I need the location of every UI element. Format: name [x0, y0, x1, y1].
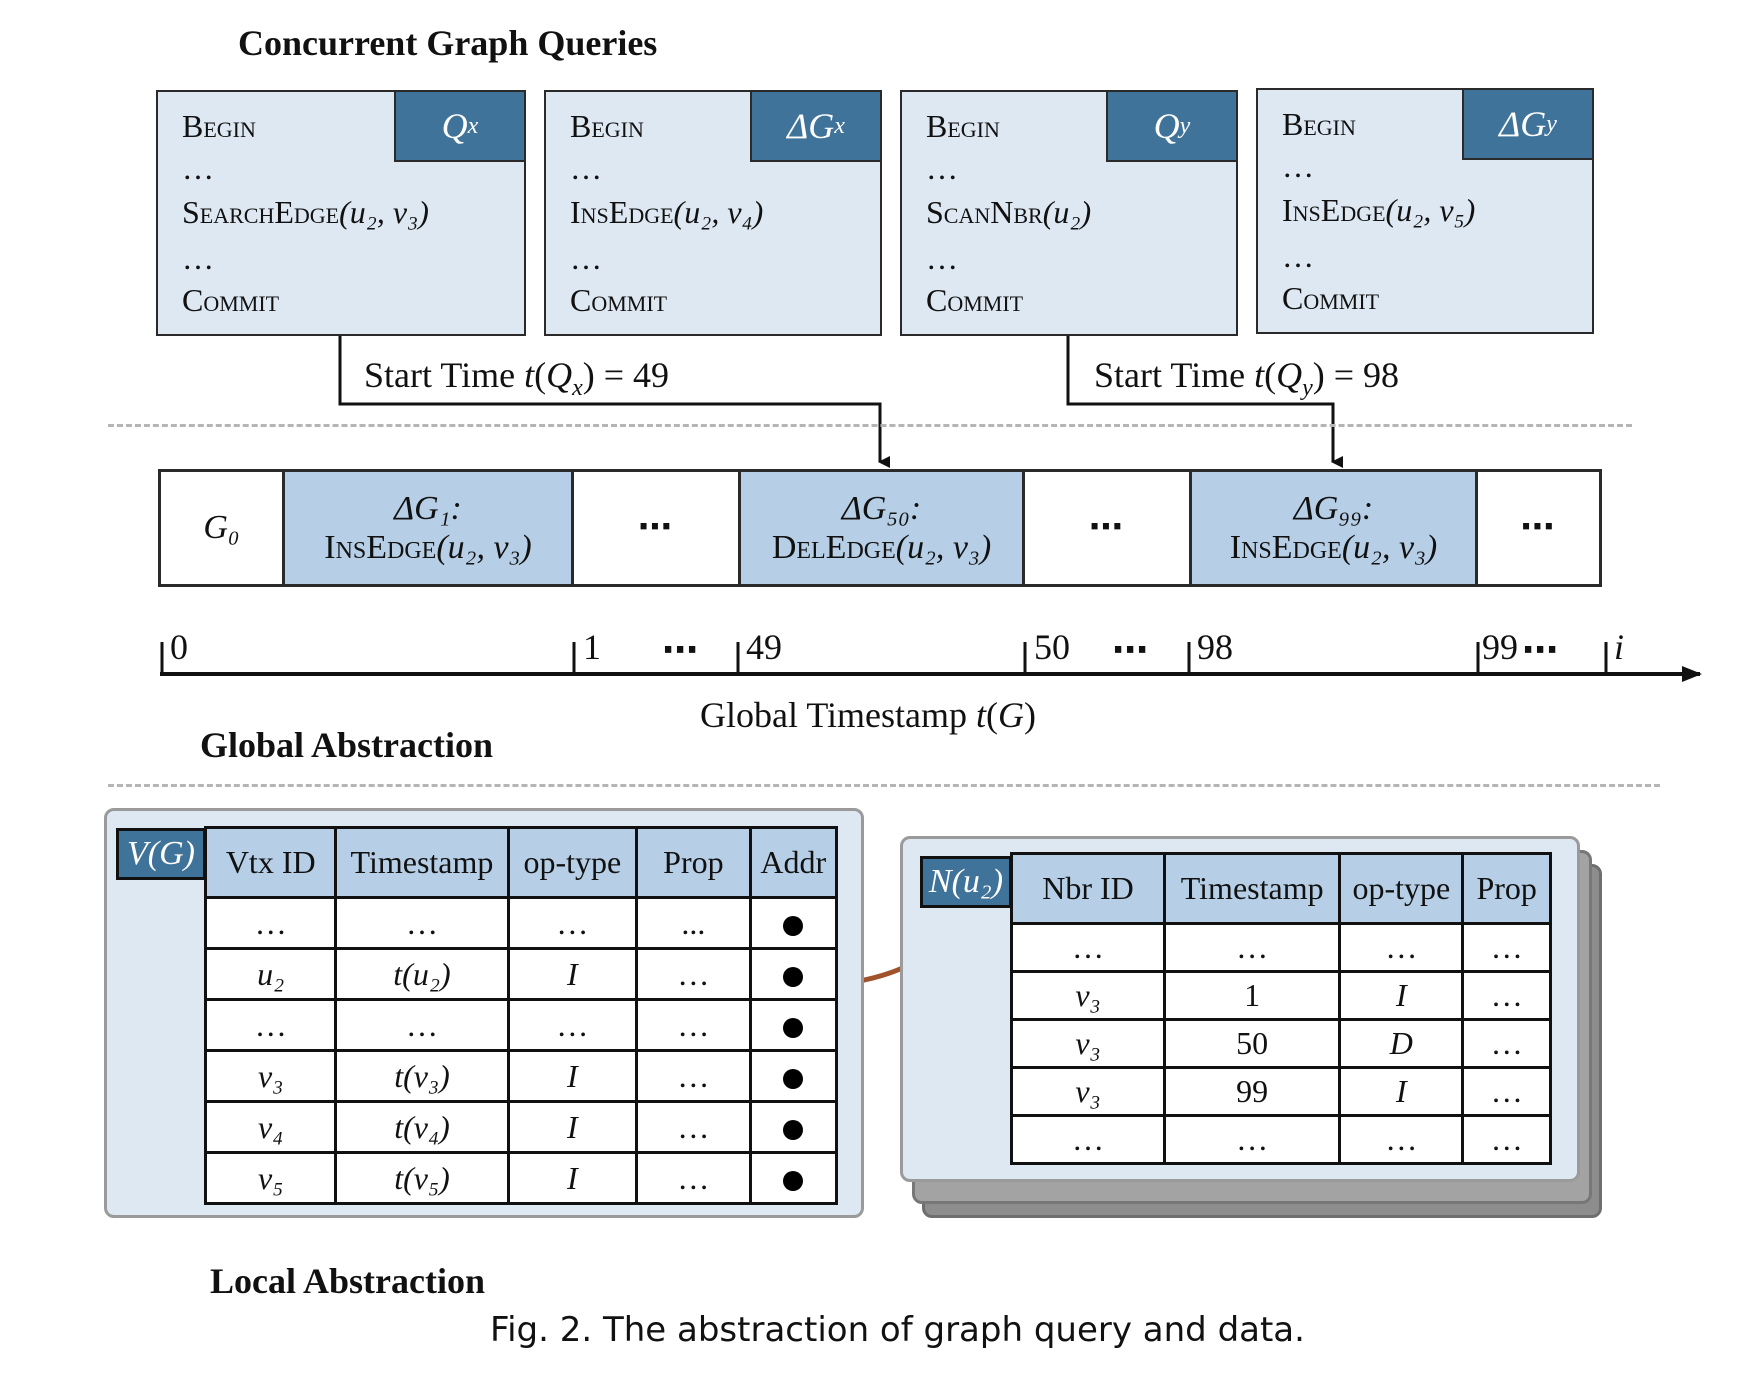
table-row: v₃ 50 D…: [1009, 1018, 1552, 1069]
ellipsis: …: [570, 240, 602, 276]
ellipsis: …: [926, 240, 958, 276]
column-header: Timestamp: [1163, 852, 1342, 925]
axis-tick-label: 0: [170, 627, 188, 667]
column-header: Addr: [748, 826, 839, 899]
timeline-cell-ellipsis: ⋯: [1478, 472, 1599, 584]
commit-label: Commit: [182, 282, 280, 318]
axis-ellipsis: ⋯: [662, 630, 700, 671]
query-box-delta-gy: ΔG y Begin … InsEdge(u₂, v₅) … Commit: [1256, 88, 1594, 334]
axis-tick-label: 50: [1034, 627, 1070, 667]
timeline-cell-delta-g99: ΔG₉₉: InsEdge(u₂, v₃): [1189, 472, 1478, 584]
vertex-table: Vtx ID Timestamp op-type Prop Addr ………..…: [203, 826, 839, 1205]
table-row: v₃ 1 I…: [1009, 970, 1552, 1021]
table-row: ………...: [203, 896, 839, 950]
table-row: …………: [1009, 922, 1552, 973]
commit-label: Commit: [570, 282, 668, 318]
table-row: v₃ t(v₃) I…: [203, 1049, 839, 1103]
section-divider: [108, 424, 1632, 427]
table-row: …………: [1009, 1114, 1552, 1165]
address-pointer-dot: [783, 1069, 804, 1090]
column-header: op-type: [1338, 852, 1465, 925]
local-abstraction-heading: Local Abstraction: [210, 1261, 485, 1301]
axis-label: Global Timestamp t(G): [700, 695, 1037, 735]
ellipsis: …: [1282, 148, 1314, 184]
query-box-delta-gx: ΔG x Begin … InsEdge(u₂, v₄) … Commit: [544, 90, 882, 336]
table-row: v₃ 99 I…: [1009, 1066, 1552, 1117]
figure-caption: Fig. 2. The abstraction of graph query a…: [490, 1310, 1305, 1350]
axis-ellipsis: ⋯: [1112, 630, 1150, 671]
section-divider: [108, 784, 1660, 787]
begin-label: Begin: [926, 108, 1000, 144]
timeline-cell-ellipsis: ⋯: [574, 472, 738, 584]
axis-tick-label: 1: [583, 627, 601, 667]
begin-label: Begin: [182, 108, 256, 144]
timeline-cell-delta-g1: ΔG₁: InsEdge(u₂, v₃): [282, 472, 574, 584]
address-pointer-dot: [783, 1018, 804, 1039]
column-header: Nbr ID: [1009, 852, 1167, 925]
table-row: v₄ t(v₄) I…: [203, 1100, 839, 1154]
begin-label: Begin: [570, 108, 644, 144]
timeline-cell-ellipsis: ⋯: [1025, 472, 1189, 584]
address-pointer-dot: [783, 916, 804, 937]
start-time-qx: Start Time t(Qx) = 49: [364, 355, 670, 402]
address-pointer-dot: [783, 967, 804, 988]
table-row: v₅ t(v₅) I…: [203, 1151, 839, 1205]
ellipsis: …: [1282, 238, 1314, 274]
axis-tick-label: 98: [1197, 627, 1233, 667]
ellipsis: …: [182, 240, 214, 276]
operation-line: InsEdge(u₂, v₅): [1282, 192, 1476, 228]
column-header: op-type: [506, 826, 639, 899]
commit-label: Commit: [1282, 280, 1380, 316]
query-tag-delta-gy: ΔG y: [1462, 88, 1594, 160]
table-row: …………: [203, 998, 839, 1052]
begin-label: Begin: [1282, 106, 1356, 142]
column-header: Prop: [635, 826, 752, 899]
ellipsis: …: [926, 150, 958, 186]
axis-tick-label: 99: [1482, 627, 1518, 667]
operation-line: InsEdge(u₂, v₄): [570, 194, 764, 230]
neighbor-table-tag: N(u₂): [920, 856, 1012, 908]
vertex-table-tag: V(G): [116, 828, 206, 880]
global-abstraction-heading: Global Abstraction: [200, 725, 494, 765]
start-time-qy: Start Time t(Qy) = 98: [1094, 355, 1400, 402]
concurrent-queries-heading: Concurrent Graph Queries: [238, 23, 658, 63]
ellipsis: …: [182, 150, 214, 186]
column-header: Vtx ID: [203, 826, 338, 899]
axis-tick-label: 49: [746, 627, 782, 667]
timeline-cell-g0: G₀: [161, 472, 282, 584]
axis-tick-label: i: [1614, 627, 1625, 667]
axis-ellipsis: ⋯: [1522, 630, 1560, 671]
ellipsis: …: [570, 150, 602, 186]
start-time-connector-qy: [1066, 336, 1343, 468]
address-pointer-dot: [783, 1171, 804, 1192]
table-row: u₂ t(u₂) I…: [203, 947, 839, 1001]
operation-line: ScanNbr(u₂): [926, 194, 1092, 230]
column-header: Prop: [1461, 852, 1552, 925]
address-pointer-dot: [783, 1120, 804, 1141]
query-tag-delta-gx: ΔG x: [750, 90, 882, 162]
operation-line: SearchEdge(u₂, v₃): [182, 194, 429, 230]
timeline-cell-delta-g50: ΔG₅₀: DelEdge(u₂, v₃): [738, 472, 1025, 584]
start-time-connector-qx: [338, 336, 890, 468]
commit-label: Commit: [926, 282, 1024, 318]
column-header: Timestamp: [334, 826, 510, 899]
neighbor-table: Nbr ID Timestamp op-type Prop ………… v₃ 1 I……: [1009, 852, 1552, 1165]
